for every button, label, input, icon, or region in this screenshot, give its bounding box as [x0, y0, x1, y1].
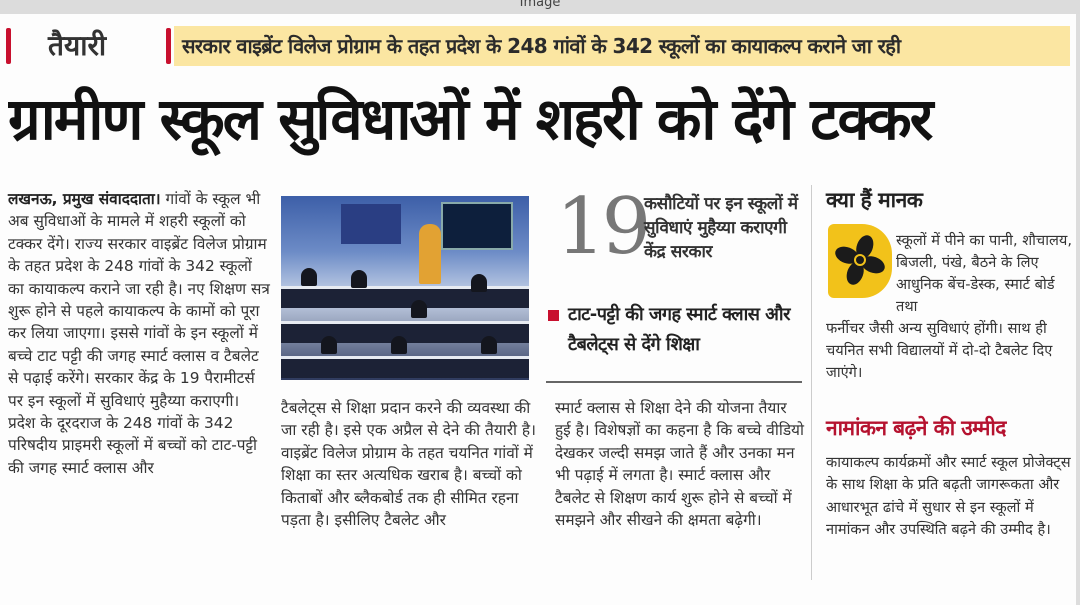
- kicker-marker-left: [6, 28, 11, 64]
- student: [411, 300, 427, 318]
- viewer-title-bar: Image: [0, 0, 1080, 14]
- deck: सरकार वाइब्रेंट विलेज प्रोग्राम के तहत प…: [174, 26, 1070, 66]
- sidebar-text: स्कूलों में पीने का पानी, शौचालय, बिजली,…: [826, 230, 1076, 384]
- student: [391, 336, 407, 354]
- stat-number: 19: [556, 182, 651, 272]
- student: [321, 336, 337, 354]
- desk: [281, 356, 529, 378]
- body-column-2: टैबलेट्स से शिक्षा प्रदान करने की व्यवस्…: [281, 399, 536, 530]
- sidebar-text-rest: फर्नीचर जैसी अन्य सुविधाएं होंगी। साथ ही…: [826, 320, 1053, 381]
- stat-box: 19 कसौटियों पर इन स्कूलों में सुविधाएं म…: [556, 182, 806, 282]
- body-column-1: लखनऊ, प्रमुख संवाददाता। गांवों के स्कूल …: [8, 188, 270, 479]
- bullet-text: टाट-पट्टी की जगह स्मार्ट क्लास और टैबलेट…: [568, 304, 790, 355]
- student: [471, 274, 487, 292]
- fan-icon: [828, 224, 892, 298]
- divider: [546, 381, 802, 383]
- desk: [281, 286, 529, 308]
- sidebar-text-indented: स्कूलों में पीने का पानी, शौचालय, बिजली,…: [896, 232, 1072, 315]
- smart-screen: [441, 202, 513, 250]
- classroom-photo: [281, 196, 529, 380]
- kicker-row: तैयारी सरकार वाइब्रेंट विलेज प्रोग्राम क…: [6, 24, 1072, 68]
- board: [341, 204, 401, 244]
- teacher: [419, 224, 441, 284]
- column-1-text: गांवों के स्कूल भी अब सुविधाओं के मामले …: [8, 190, 270, 477]
- bullet-square-icon: [548, 310, 559, 321]
- column-divider: [811, 185, 812, 580]
- kicker-marker-right: [166, 28, 171, 64]
- student: [301, 268, 317, 286]
- scrollbar[interactable]: [1076, 14, 1080, 605]
- kicker: तैयारी: [48, 29, 107, 62]
- student: [351, 270, 367, 288]
- sidebar2-text: कायाकल्प कार्यक्रमों और स्मार्ट स्कूल प्…: [826, 454, 1071, 539]
- sidebar2-title: नामांकन बढ़ने की उम्मीद: [826, 416, 1006, 440]
- stat-text: कसौटियों पर इन स्कूलों में सुविधाएं मुहै…: [644, 194, 798, 262]
- dateline: लखनऊ, प्रमुख संवाददाता।: [8, 190, 161, 208]
- viewer-title: Image: [519, 0, 561, 10]
- sidebar-standards: क्या हैं मानक स्कूलों में पीने का पानी, …: [826, 186, 1076, 381]
- desk: [281, 321, 529, 343]
- headline: ग्रामीण स्कूल सुविधाओं में शहरी को देंगे…: [8, 85, 933, 153]
- sidebar-title: क्या हैं मानक: [826, 188, 923, 212]
- student: [481, 336, 497, 354]
- body-column-3: स्मार्ट क्लास से शिक्षा देने की योजना तै…: [555, 399, 804, 530]
